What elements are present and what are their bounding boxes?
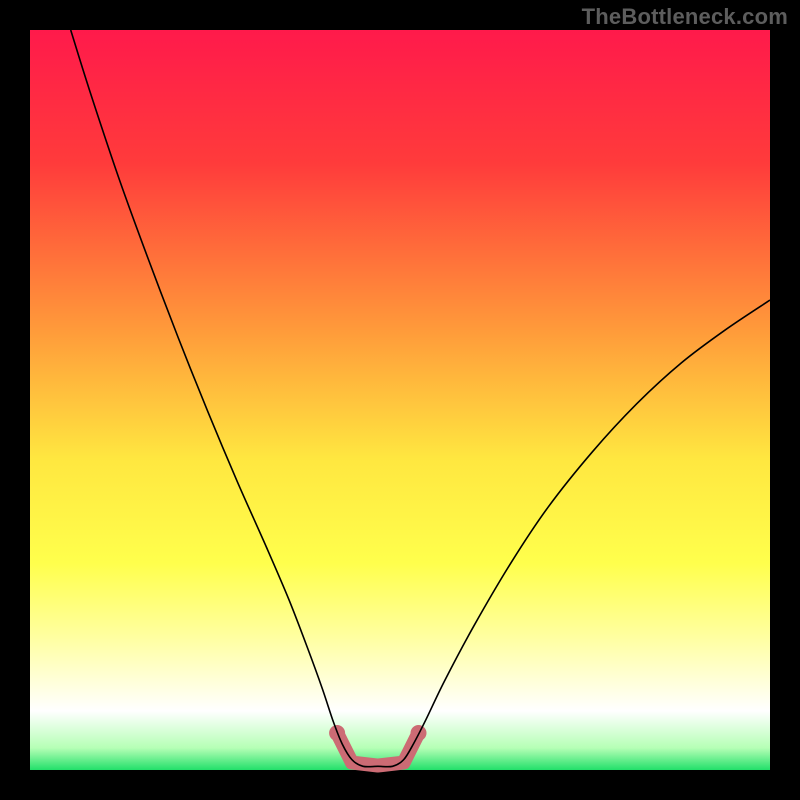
chart-container: TheBottleneck.com [0,0,800,800]
plot-background [30,30,770,770]
watermark-text: TheBottleneck.com [582,4,788,30]
bottleneck-curve-chart [0,0,800,800]
